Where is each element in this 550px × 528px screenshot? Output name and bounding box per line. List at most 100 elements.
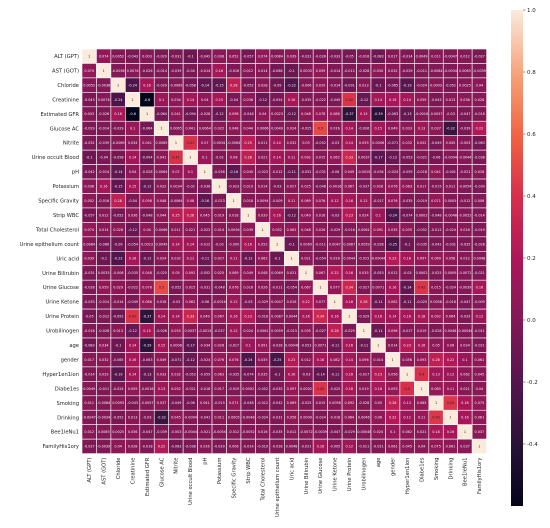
cell-value-label: -0.042 [272,401,283,405]
cell-value-label: -0.1 [375,83,382,87]
y-tick-label: Urine Ketone [45,300,79,306]
cell-value-label: -0.0034 [97,416,110,420]
x-tick-label: Urine occult Blood [188,458,194,505]
cell-value-label: 0.0005 [445,199,457,203]
cell-value-label: -0.058 [113,156,124,160]
cell-value-label: -0.12 [287,112,296,116]
cell-value-label: 1 [117,83,119,87]
cell-value-label: 0.037 [475,430,485,434]
cell-value-label: 0.22 [302,300,310,304]
cell-value-label: 0.018 [229,213,239,217]
cell-value-label: 1 [233,199,235,203]
cell-value-label: -0.12 [143,184,152,188]
cell-value-label: 0.14 [172,242,180,246]
cell-value-label: 1 [218,184,220,188]
cell-value-label: 0.16 [346,300,354,304]
cell-value-label: 0.0066 [257,127,269,131]
cell-value-label: -0.11 [374,329,383,333]
cell-value-label: 0.062 [460,372,470,376]
cell-value-label: 0.039 [243,228,253,232]
cell-value-label: -0.033 [329,54,340,58]
cell-value-label: -0.024 [445,286,456,290]
cell-value-label: 0.08 [187,199,195,203]
x-tick-label: Specific Gravity [232,458,238,499]
cell-value-label: 0.076 [214,358,224,362]
cell-value-label: 0.0061 [257,329,269,333]
x-tick-label: Urine Bilirubin [304,458,310,495]
cell-value-label: 0.076 [229,286,239,290]
cell-value-label: -0.06 [330,170,339,174]
cell-value-label: 0.12 [403,416,411,420]
cell-value-label: 0.029 [99,372,109,376]
cell-value-label: 0.048 [258,271,268,275]
cell-value-label: -0.021 [185,387,196,391]
cell-value-label: -0.12 [215,112,224,116]
cell-value-label: 0.0044 [286,315,298,319]
cell-value-label: 0.0035 [300,69,312,73]
cell-value-label: 0.024 [460,343,470,347]
cell-value-label: 0.0049 [156,242,168,246]
cell-value-label: 0.016 [330,257,340,261]
cell-value-label: -0.06 [186,401,195,405]
cell-value-label: 0.041 [157,156,167,160]
cell-value-label: 0.076 [316,199,326,203]
y-tick-label: Urine Bilirubin [42,271,79,277]
x-tick-label: Bee1leNu1 [463,458,469,486]
cell-value-label: 0.045 [446,141,456,145]
cell-value-label: -0.048 [243,401,254,405]
cell-value-label: 0.098 [142,199,152,203]
cell-value-label: -0.015 [358,257,369,261]
cell-value-label: -0.018 [445,300,456,304]
cell-value-label: -0.12 [128,228,137,232]
cell-value-label: 0.016 [243,286,253,290]
cell-value-label: 0.035 [402,228,412,232]
cell-value-label: -0.021 [199,430,210,434]
cell-value-label: -0.011 [416,69,427,73]
cell-value-label: -0.0069 [169,83,182,87]
cell-value-label: -0.011 [98,387,109,391]
cell-value-label: 0.0046 [358,416,370,420]
cell-value-label: 0.016 [200,445,210,449]
cell-value-label: 0.0084 [271,54,283,58]
cell-value-label: 0.04 [418,445,426,449]
cell-value-label: -0.066 [98,242,109,246]
cell-value-label: -0.12 [388,156,397,160]
cell-value-label: 0.08 [230,156,238,160]
cell-value-label: 0.0002 [416,213,428,217]
cell-value-label: -0.047 [329,430,340,434]
cell-value-label: 0.16 [230,315,238,319]
cell-value-label: 0.039 [287,54,297,58]
cell-value-label: -0.24 [388,213,397,217]
cell-value-label: -0.019 [474,228,485,232]
cell-value-label: 0.16 [476,286,484,290]
cell-value-label: 0.032 [388,69,398,73]
cell-value-label: 0.0076 [98,98,110,102]
cell-value-label: -0.1 [86,156,93,160]
cell-value-label: -0.028 [84,286,95,290]
cell-value-label: 0.085 [417,401,427,405]
cell-value-label: 0.23 [389,257,397,261]
cell-value-label: -0.024 [315,416,326,420]
cell-value-label: -0.052 [199,271,210,275]
cell-value-label: 0.07 [201,141,209,145]
cell-value-label: -0.12 [258,98,267,102]
cell-value-label: 0.0064 [199,127,211,131]
cell-value-label: -0.048 [431,213,442,217]
cell-value-label: -0.074 [402,213,413,217]
cell-value-label: -0.05 [85,315,94,319]
cell-value-label: 0.045 [243,170,253,174]
cell-value-label: -0.049 [431,141,442,145]
cell-value-label: 0.04 [259,112,267,116]
cell-value-label: -0.0054 [213,430,226,434]
cell-value-label: -0.0069 [112,141,125,145]
cell-value-label: -0.028 [142,170,153,174]
cell-value-label: -0.052 [170,286,181,290]
cell-value-label: -0.054 [272,98,283,102]
x-tick-label: Urine epithelium count [275,458,281,517]
cell-value-label: -0.024 [445,228,456,232]
cell-value-label: 0.045 [475,372,485,376]
cell-value-label: -0.031 [301,54,312,58]
cell-value-label: 0.085 [431,387,441,391]
cell-value-label: 0.0047 [329,242,341,246]
cell-value-label: -0.6 [129,112,136,116]
